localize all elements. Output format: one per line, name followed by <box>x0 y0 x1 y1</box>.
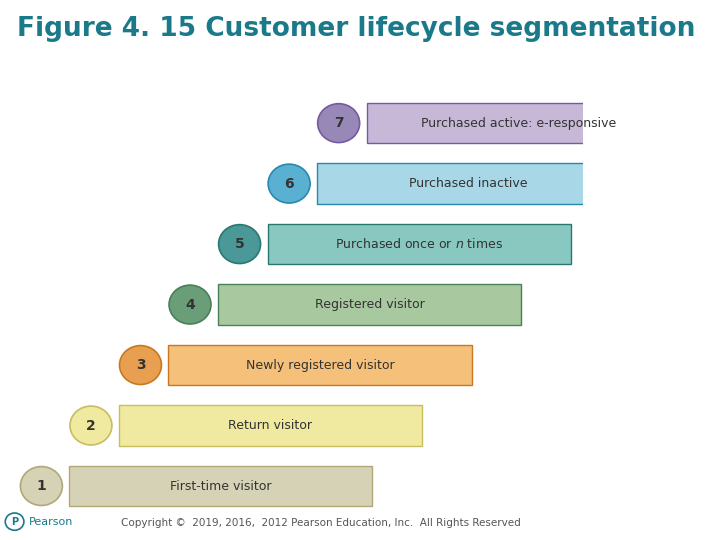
FancyBboxPatch shape <box>268 224 571 264</box>
Text: First-time visitor: First-time visitor <box>170 480 271 492</box>
Text: Return visitor: Return visitor <box>228 419 312 432</box>
Text: 5: 5 <box>235 237 245 251</box>
Text: 7: 7 <box>334 116 343 130</box>
Text: 2: 2 <box>86 418 96 433</box>
Text: Copyright ©  2019, 2016,  2012 Pearson Education, Inc.  All Rights Reserved: Copyright © 2019, 2016, 2012 Pearson Edu… <box>121 518 521 528</box>
Text: Purchased inactive: Purchased inactive <box>410 177 528 190</box>
FancyBboxPatch shape <box>119 405 422 446</box>
Circle shape <box>318 104 360 143</box>
Text: Pearson: Pearson <box>29 517 73 526</box>
Text: 3: 3 <box>135 358 145 372</box>
Text: 6: 6 <box>284 177 294 191</box>
Circle shape <box>20 467 63 505</box>
Text: Newly registered visitor: Newly registered visitor <box>246 359 395 372</box>
FancyBboxPatch shape <box>69 465 372 507</box>
Circle shape <box>219 225 261 264</box>
Text: Purchased active: e-responsive: Purchased active: e-responsive <box>420 117 616 130</box>
Circle shape <box>169 285 211 324</box>
FancyBboxPatch shape <box>317 163 620 204</box>
Circle shape <box>120 346 161 384</box>
Text: P: P <box>11 517 18 526</box>
FancyBboxPatch shape <box>218 284 521 325</box>
Circle shape <box>268 164 310 203</box>
FancyBboxPatch shape <box>168 345 472 386</box>
Circle shape <box>70 406 112 445</box>
Text: Purchased once or $n$ times: Purchased once or $n$ times <box>335 237 503 251</box>
FancyBboxPatch shape <box>366 103 670 143</box>
Text: 4: 4 <box>185 298 195 312</box>
Text: 1: 1 <box>37 479 46 493</box>
Text: Registered visitor: Registered visitor <box>315 298 424 311</box>
Circle shape <box>5 513 24 530</box>
Text: Figure 4. 15 Customer lifecycle segmentation: Figure 4. 15 Customer lifecycle segmenta… <box>17 16 696 42</box>
